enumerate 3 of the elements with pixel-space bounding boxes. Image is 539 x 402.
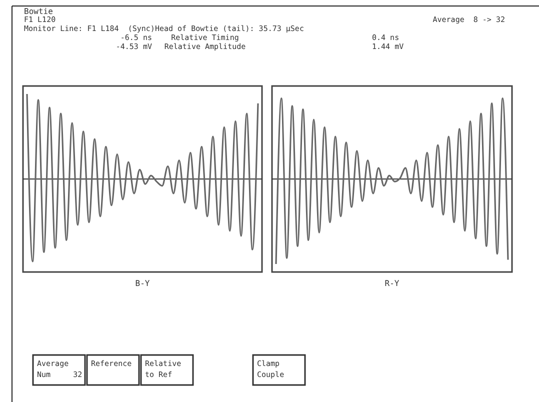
x-axis-title: B-Y <box>135 279 150 288</box>
x-axis-title: R-Y <box>384 279 400 288</box>
chart-title: Bowtie <box>24 7 54 16</box>
